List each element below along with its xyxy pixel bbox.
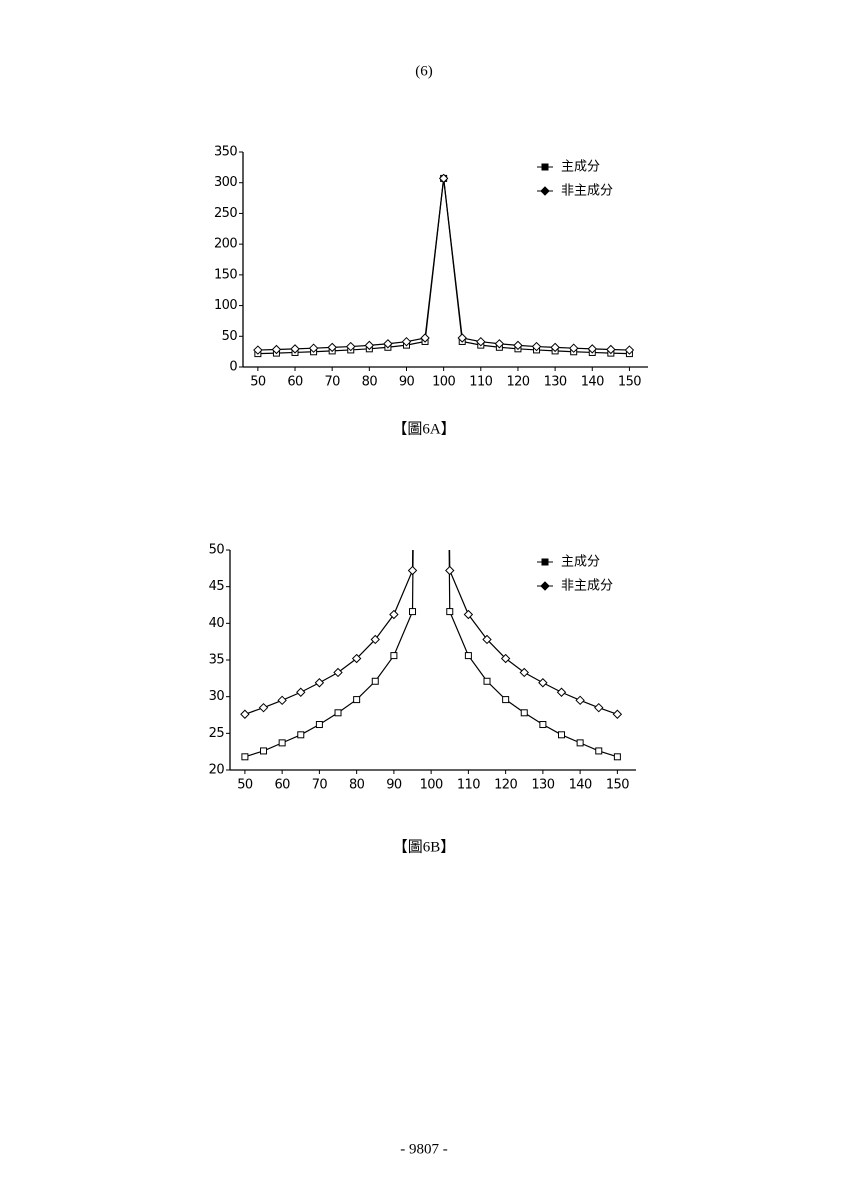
x-tick-label: 60	[287, 375, 303, 390]
square-marker	[465, 653, 471, 659]
y-tick-label: 350	[214, 145, 237, 160]
diamond-marker	[297, 688, 305, 696]
legend-label: 非主成分	[561, 184, 613, 199]
y-tick-label: 0	[229, 360, 237, 375]
square-marker	[354, 697, 360, 703]
document: (6) - 9807 - 0 50 100 150 200 250 300 350 50 60 70…	[0, 0, 849, 1200]
y-tick-label: 150	[214, 267, 237, 282]
square-marker	[484, 678, 490, 684]
square-marker	[335, 710, 341, 716]
y-tick-label: 200	[214, 237, 237, 252]
square-marker	[542, 559, 548, 565]
page: (6) - 9807 - 0 50 100 150 200 250 300 350 50 60 70…	[0, 0, 849, 1200]
legend-label: 主成分	[561, 555, 600, 570]
y-tick-label: 40	[209, 616, 225, 631]
square-marker	[503, 697, 509, 703]
square-marker	[577, 740, 583, 746]
x-tick-label: 140	[581, 375, 604, 390]
x-tick-label: 120	[506, 375, 529, 390]
legend-label: 主成分	[561, 160, 600, 175]
x-tick-label: 150	[618, 375, 641, 390]
series-line	[258, 178, 630, 350]
square-marker	[372, 678, 378, 684]
x-tick-label: 110	[469, 375, 492, 390]
page-footer: - 9807 -	[400, 1141, 448, 1157]
diamond-marker	[595, 704, 603, 712]
diamond-marker	[613, 710, 621, 718]
x-tick-label: 130	[531, 778, 554, 793]
plot	[254, 174, 634, 356]
figure-caption: 【圖6B】	[393, 838, 456, 855]
square-marker	[298, 732, 304, 738]
x-tick-label: 80	[362, 375, 378, 390]
x-tick-label: 130	[544, 375, 567, 390]
x-tick-label: 70	[325, 375, 341, 390]
x-tick-label: 90	[399, 375, 415, 390]
y-tick-label: 20	[209, 763, 225, 778]
page-header: (6)	[415, 63, 433, 79]
x-tick-label: 80	[349, 778, 365, 793]
diamond-marker	[576, 696, 584, 704]
x-tick-label: 120	[494, 778, 517, 793]
diamond-marker	[541, 187, 549, 195]
x-tick-label: 70	[312, 778, 328, 793]
x-tick-label: 110	[457, 778, 480, 793]
square-marker	[542, 164, 548, 170]
diamond-marker	[260, 704, 268, 712]
square-marker	[521, 710, 527, 716]
y-tick-label: 50	[209, 543, 225, 558]
square-marker	[279, 740, 285, 746]
diamond-marker	[558, 688, 566, 696]
diamond-marker	[315, 679, 323, 687]
figure-caption: 【圖6A】	[392, 420, 455, 437]
y-tick-label: 100	[214, 298, 237, 313]
series-line	[245, 0, 617, 714]
diamond-marker	[541, 582, 549, 590]
y-tick-label: 300	[214, 175, 237, 190]
square-marker	[540, 722, 546, 728]
square-marker	[316, 722, 322, 728]
x-tick-label: 140	[569, 778, 592, 793]
series-line	[258, 178, 630, 353]
square-marker	[391, 653, 397, 659]
square-marker	[614, 754, 620, 760]
x-tick-label: 100	[432, 375, 455, 390]
diamond-marker	[241, 710, 249, 718]
square-marker	[447, 609, 453, 615]
legend-label: 非主成分	[561, 579, 613, 594]
diamond-marker	[446, 567, 454, 575]
diamond-marker	[409, 567, 417, 575]
x-tick-label: 50	[250, 375, 266, 390]
y-tick-label: 250	[214, 206, 237, 221]
x-tick-label: 100	[420, 778, 443, 793]
y-tick-label: 25	[209, 726, 225, 741]
x-tick-label: 150	[606, 778, 629, 793]
y-tick-label: 30	[209, 689, 225, 704]
y-tick-label: 45	[209, 579, 225, 594]
y-tick-label: 50	[222, 329, 238, 344]
x-tick-label: 60	[274, 778, 290, 793]
x-tick-label: 50	[237, 778, 253, 793]
square-marker	[410, 609, 416, 615]
diamond-marker	[278, 696, 286, 704]
y-tick-label: 35	[209, 653, 225, 668]
square-marker	[596, 748, 602, 754]
square-marker	[242, 754, 248, 760]
square-marker	[559, 732, 565, 738]
square-marker	[261, 748, 267, 754]
x-tick-label: 90	[386, 778, 402, 793]
diamond-marker	[539, 679, 547, 687]
